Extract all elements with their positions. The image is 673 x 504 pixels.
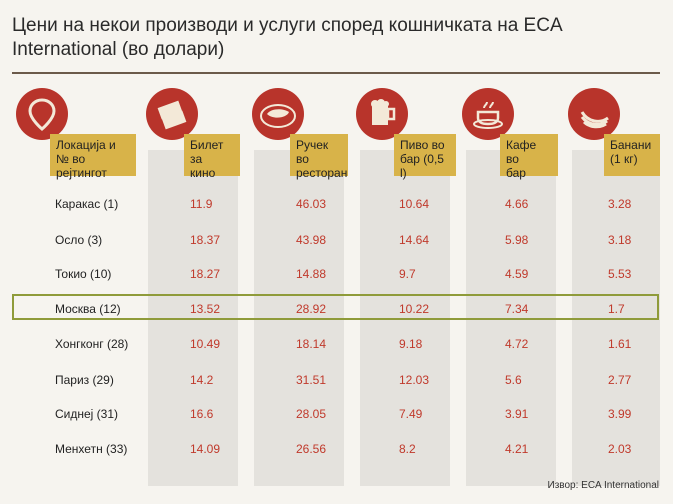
header-location-line1: Локација и [56,138,116,152]
cell-cinema: 18.27 [190,267,221,281]
header-beer-line1: Пиво во [400,138,445,152]
beer-mug-icon [356,88,408,140]
cell-cinema: 13.52 [190,302,221,316]
cell-beer: 10.64 [399,197,430,211]
cell-lunch: 26.56 [296,442,327,456]
header-beer-line2: бар (0,5 l) [400,152,444,180]
cell-beer: 9.7 [399,267,416,281]
cell-cinema: 16.6 [190,407,214,421]
row-label: Хонгконг (28) [55,337,129,351]
cell-coffee: 4.66 [505,197,529,211]
source-note: Извор: ECA International [547,480,659,491]
steak-plate-icon [252,88,304,140]
cell-bananas: 2.77 [608,373,632,387]
location-pin-icon [16,88,68,140]
header-location: Локација и № во рејтингот [50,134,136,180]
row-label: Токио (10) [55,267,112,281]
cell-bananas: 1.7 [608,302,625,316]
cell-lunch: 46.03 [296,197,327,211]
header-lunch: Ручек во ресторан [290,134,348,180]
header-cinema: Билет за кино [184,134,240,180]
cell-bananas: 1.61 [608,337,632,351]
cell-beer: 12.03 [399,373,430,387]
page-title: Цени на некои производи и услуги според … [12,15,562,60]
cell-coffee: 4.21 [505,442,529,456]
row-label: Осло (3) [55,233,103,247]
header-coffee-line1: Кафе во [506,138,537,166]
cell-cinema: 14.2 [190,373,214,387]
row-label: Менхетн (33) [55,442,128,456]
cell-lunch: 31.51 [296,373,327,387]
title-divider [12,72,660,74]
cell-beer: 14.64 [399,233,430,247]
row-label: Москва (12) [55,302,121,316]
cell-bananas: 2.03 [608,442,632,456]
header-bananas-line1: Банани [610,138,652,152]
header-lunch-line1: Ручек во [296,138,329,166]
coffee-cup-icon [462,88,514,140]
cell-bananas: 5.53 [608,267,632,281]
row-label: Сиднеј (31) [55,407,119,421]
header-cinema-line1: Билет за [190,138,224,166]
cell-coffee: 4.59 [505,267,529,281]
cell-cinema: 11.9 [190,197,213,211]
cell-lunch: 43.98 [296,233,327,247]
cell-coffee: 4.72 [505,337,529,351]
header-bananas: Банани (1 кг) [604,134,660,176]
cell-bananas: 3.18 [608,233,632,247]
header-cinema-line2: кино [190,166,216,180]
header-coffee: Кафе во бар [500,134,558,180]
cell-lunch: 14.88 [296,267,327,281]
cell-lunch: 18.14 [296,337,327,351]
cell-beer: 10.22 [399,302,430,316]
header-coffee-line2: бар [506,166,526,180]
cell-bananas: 3.28 [608,197,632,211]
row-label: Каракас (1) [55,197,119,211]
cell-cinema: 10.49 [190,337,221,351]
cell-coffee: 5.6 [505,373,522,387]
cell-lunch: 28.92 [296,302,327,316]
cell-bananas: 3.99 [608,407,632,421]
cinema-ticket-icon [146,88,198,140]
header-bananas-line2: (1 кг) [610,152,638,166]
cell-coffee: 7.34 [505,302,529,316]
header-location-line2: № во рејтингот [56,152,107,180]
cell-beer: 7.49 [399,407,423,421]
highlight-row-frame [12,294,659,320]
header-beer: Пиво во бар (0,5 l) [394,134,456,180]
cell-lunch: 28.05 [296,407,327,421]
row-label: Париз (29) [55,373,114,387]
header-lunch-line2: ресторан [296,166,348,180]
bananas-icon [568,88,620,140]
cell-coffee: 3.91 [505,407,529,421]
cell-cinema: 18.37 [190,233,221,247]
cell-beer: 8.2 [399,442,416,456]
cell-coffee: 5.98 [505,233,529,247]
cell-beer: 9.18 [399,337,423,351]
cell-cinema: 14.09 [190,442,221,456]
